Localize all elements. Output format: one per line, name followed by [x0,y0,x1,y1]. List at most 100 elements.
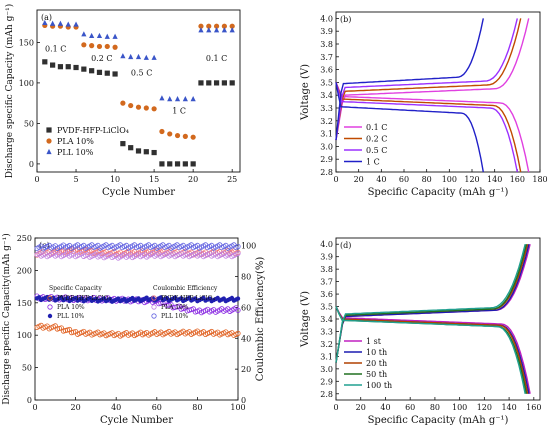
legend-label: PLL 10% [161,313,189,320]
series-1 [42,22,235,140]
data-point [229,27,235,33]
y-tick-label: 150 [17,299,32,308]
y-tick-label: 3.6 [320,290,333,299]
y2-tick-label: 0 [241,396,246,405]
x-tick-label: 140 [501,403,516,412]
x-tick-label: 120 [464,175,479,184]
x-tick-label: 5 [73,175,78,184]
data-point [42,19,48,26]
legend-marker [46,127,52,133]
data-point [159,161,165,167]
data-point [64,327,71,333]
y-tick-label: 50 [24,119,34,128]
data-point [221,23,227,29]
y-tick-label: 4.0 [320,14,333,23]
legend-marker [47,295,53,301]
data-point [89,32,95,39]
charge-curve [335,244,528,363]
data-point [65,64,71,70]
y-axis-label: Discharge specific Capacity (mAh g⁻¹) [4,4,15,178]
y-tick-label: 3.3 [320,327,333,336]
data-point [120,100,126,106]
discharge-curve [335,306,529,394]
data-point [190,96,196,102]
x-tick-label: 40 [376,175,386,184]
data-point [151,106,157,112]
y-tick-label: 2.9 [320,377,333,386]
panel-c-series [34,242,241,339]
data-point [174,96,181,102]
data-point [190,134,196,140]
data-point [206,23,212,29]
x-tick-label: 160 [526,403,541,412]
data-point [70,329,77,335]
data-point [198,27,204,33]
panel-d-curves [335,244,531,394]
y2-axis-label: Coulombic Efficiency(%) [255,257,266,382]
x-axis-label: Cycle Number [100,415,173,426]
x-tick-label: 0 [333,175,338,184]
panel-label: (a) [41,13,52,22]
data-point [143,149,149,155]
legend-label: PVDF-HFP-LiClO₄ [161,295,216,302]
series-2 [42,19,235,102]
x-tick-label: 20 [71,403,81,412]
plot-frame [34,237,239,401]
y-tick-label: 3.2 [320,117,333,126]
x-tick-label: 20 [354,175,364,184]
legend-marker [151,295,157,301]
y2-tick-label: 20 [241,365,251,374]
charge-curve [335,18,484,141]
data-point [235,250,241,256]
legend-label: PVDF-HFP-LiClO₄ [57,126,129,135]
series-1 [335,18,522,173]
data-point [206,27,212,33]
discharge-curve [335,82,518,173]
data-point [104,43,110,50]
series-0 [42,59,235,167]
data-point [120,53,126,59]
x-axis-label: Cycle Number [102,187,175,198]
y-tick-label: 3.9 [320,253,333,262]
data-point [96,32,103,39]
legend-marker [151,304,157,310]
data-point [135,148,142,154]
discharge-curve [335,306,531,394]
y-tick-label: 3.1 [320,352,333,361]
legend-title-efficiency: Coulombic Efficiency [153,285,218,292]
legend-label: PVDF-HFP-LiClO₄ [57,295,112,302]
data-point [182,133,188,139]
legend-title-capacity: Specific Capacity [49,285,102,292]
y-tick-label: 3.2 [320,340,333,349]
data-point [112,71,118,77]
series-4 [335,244,526,394]
data-point [229,80,235,86]
data-point [167,161,173,167]
discharge-curve [335,82,484,173]
legend-label: PLA 10% [57,137,94,146]
legend-label: 1 C [366,158,380,167]
legend-marker [47,304,53,310]
x-tick-label: 160 [510,175,525,184]
data-point [151,149,157,156]
data-point [229,23,235,29]
charge-curve [335,244,526,363]
series-3 [335,18,484,173]
rate-annotation: 0.1 C [206,54,227,63]
x-tick-label: 80 [430,403,440,412]
discharge-curve [335,306,526,394]
x-tick-label: 20 [188,175,198,184]
y2-tick-label: 40 [241,334,251,343]
data-point [143,54,149,60]
x-tick-label: 20 [356,403,366,412]
data-point [198,80,204,86]
y-tick-label: 3.0 [320,142,333,151]
x-tick-label: 100 [452,403,467,412]
charge-curve [335,18,522,141]
x-tick-label: 80 [422,175,432,184]
legend-label: 10 th [366,348,387,357]
y-axis-label: Voltage (V) [300,291,311,348]
plot-frame [335,11,541,173]
series-2 [335,18,518,173]
data-point [104,70,110,76]
